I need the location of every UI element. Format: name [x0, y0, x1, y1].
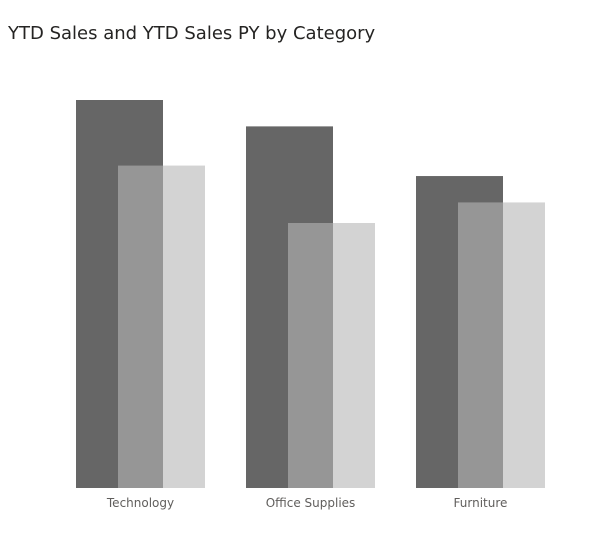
bar-furniture-series-3[interactable]	[503, 202, 545, 488]
x-tick-label-technology: Technology	[106, 496, 174, 510]
bar-office-supplies-series-2[interactable]	[288, 222, 333, 488]
chart-title: YTD Sales and YTD Sales PY by Category	[8, 23, 376, 44]
bar-furniture-series-2[interactable]	[458, 202, 503, 488]
bar-office-supplies-series-3[interactable]	[333, 222, 375, 488]
x-tick-labels: Technology Office Supplies Furniture	[106, 496, 508, 510]
bars-layer	[76, 100, 545, 488]
bar-technology-series-2[interactable]	[118, 165, 163, 488]
bar-technology-series-3[interactable]	[163, 165, 205, 488]
x-tick-label-office-supplies: Office Supplies	[266, 496, 356, 510]
x-tick-label-furniture: Furniture	[454, 496, 508, 510]
